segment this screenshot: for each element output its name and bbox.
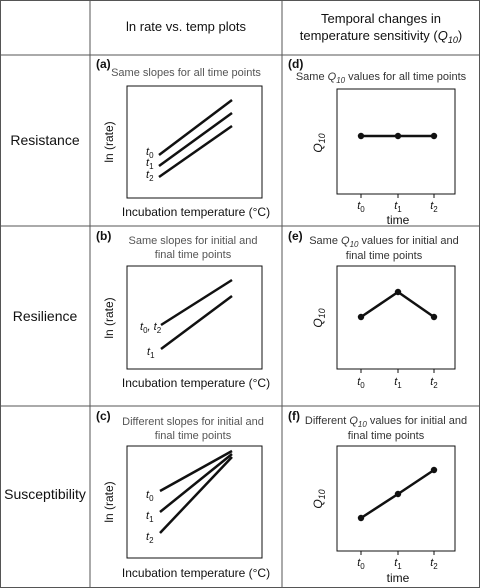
xlabel-c: Incubation temperature (°C)	[122, 566, 270, 580]
ylabel-b: ln (rate)	[102, 297, 116, 338]
xtick-d-t0: t0	[357, 200, 365, 214]
panel-e: (e) Same Q10 values for initial and fina…	[288, 229, 459, 390]
ylabel-c: ln (rate)	[102, 481, 116, 522]
label-b-t0-t2: t0, t2	[140, 321, 162, 335]
xlabel-b: Incubation temperature (°C)	[122, 376, 270, 390]
caption-b-line2: final time points	[155, 249, 232, 261]
panel-label-c: (c)	[96, 409, 111, 423]
panel-d: (d) Same Q10 values for all time points …	[288, 57, 467, 227]
point-f-t1	[394, 490, 402, 498]
plot-frame-e	[336, 265, 456, 370]
xlabel-d: time	[387, 213, 410, 227]
ylabel-d: Q10	[311, 133, 327, 152]
caption-c-line2: final time points	[155, 430, 232, 442]
xtick-e-t1: t1	[394, 376, 402, 390]
xticks-d	[360, 194, 435, 198]
point-d-t0	[357, 132, 365, 140]
series-e	[360, 290, 435, 319]
caption-d: Same Q10 values for all time points	[296, 71, 467, 85]
point-d-t1	[394, 132, 402, 140]
line-c-t0	[159, 449, 233, 493]
panel-f: (f) Different Q10 values for initial and…	[288, 409, 467, 585]
label-c-t1: t1	[146, 510, 154, 524]
line-a-t1	[158, 111, 233, 168]
point-d-t2	[430, 132, 438, 140]
plot-frame-b	[126, 265, 263, 370]
label-c-t2: t2	[146, 531, 154, 545]
caption-a: Same slopes for all time points	[111, 67, 261, 79]
plot-frame-a	[126, 85, 263, 199]
label-c-t0: t0	[146, 489, 154, 503]
plot-frame-d	[336, 88, 456, 195]
xlabel-a: Incubation temperature (°C)	[122, 205, 270, 219]
label-a-t0: t0	[146, 146, 154, 160]
point-e-t1	[394, 288, 402, 296]
point-e-t0	[357, 313, 365, 321]
plot-frame-c	[126, 445, 263, 559]
row-label-resistance: Resistance	[10, 132, 79, 148]
xtick-e-t2: t2	[430, 376, 438, 390]
label-a-t2: t2	[146, 169, 154, 183]
ylabel-e: Q10	[311, 308, 327, 327]
label-b-t1: t1	[147, 346, 155, 360]
panel-b: (b) Same slopes for initial and final ti…	[96, 229, 270, 390]
xlabel-f: time	[387, 571, 410, 585]
point-f-t0	[357, 514, 365, 522]
header-col1: ln rate vs. temp plots	[126, 19, 246, 34]
ylabel-f: Q10	[311, 489, 327, 508]
row-label-susceptibility: Susceptibility	[4, 486, 86, 502]
caption-b-line1: Same slopes for initial and	[128, 235, 257, 247]
xticks-e	[360, 369, 435, 373]
line-a-t2	[158, 124, 233, 179]
caption-e-line1: Same Q10 values for initial and	[309, 235, 459, 249]
caption-f-line1: Different Q10 values for initial and	[305, 415, 467, 429]
caption-c-line1: Different slopes for initial and	[122, 416, 264, 428]
panel-label-b: (b)	[96, 229, 111, 243]
ylabel-a: ln (rate)	[102, 121, 116, 162]
xtick-f-t0: t0	[357, 557, 365, 571]
header-col2-line2: temperature sensitivity (Q10)	[300, 28, 462, 45]
xticks-f	[360, 551, 435, 555]
label-a-t1: t1	[146, 157, 154, 171]
panel-label-a: (a)	[96, 57, 111, 71]
panel-label-f: (f)	[288, 409, 300, 423]
xtick-e-t0: t0	[357, 376, 365, 390]
caption-f-line2: final time points	[348, 430, 425, 442]
row-label-resilience: Resilience	[13, 308, 78, 324]
point-f-t2	[430, 466, 438, 474]
line-a-t0	[158, 99, 233, 156]
panel-c: (c) Different slopes for initial and fin…	[96, 409, 270, 580]
header-col2-line1: Temporal changes in	[321, 11, 441, 26]
xtick-f-t1: t1	[394, 557, 402, 571]
point-e-t2	[430, 313, 438, 321]
xtick-d-t1: t1	[394, 200, 402, 214]
line-c-t1	[159, 453, 233, 513]
line-b-t0-t2	[160, 278, 233, 327]
panel-a: (a) Same slopes for all time points ln (…	[96, 57, 270, 219]
xtick-f-t2: t2	[430, 557, 438, 571]
line-c-t2	[159, 456, 233, 534]
caption-e-line2: final time points	[346, 250, 423, 262]
line-b-t1	[160, 294, 233, 351]
xtick-d-t2: t2	[430, 200, 438, 214]
plot-frame-f	[336, 445, 456, 552]
panel-label-d: (d)	[288, 57, 303, 71]
panel-label-e: (e)	[288, 229, 303, 243]
